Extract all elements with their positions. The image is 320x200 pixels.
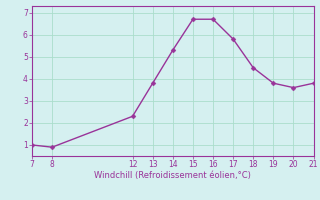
X-axis label: Windchill (Refroidissement éolien,°C): Windchill (Refroidissement éolien,°C) [94, 171, 251, 180]
